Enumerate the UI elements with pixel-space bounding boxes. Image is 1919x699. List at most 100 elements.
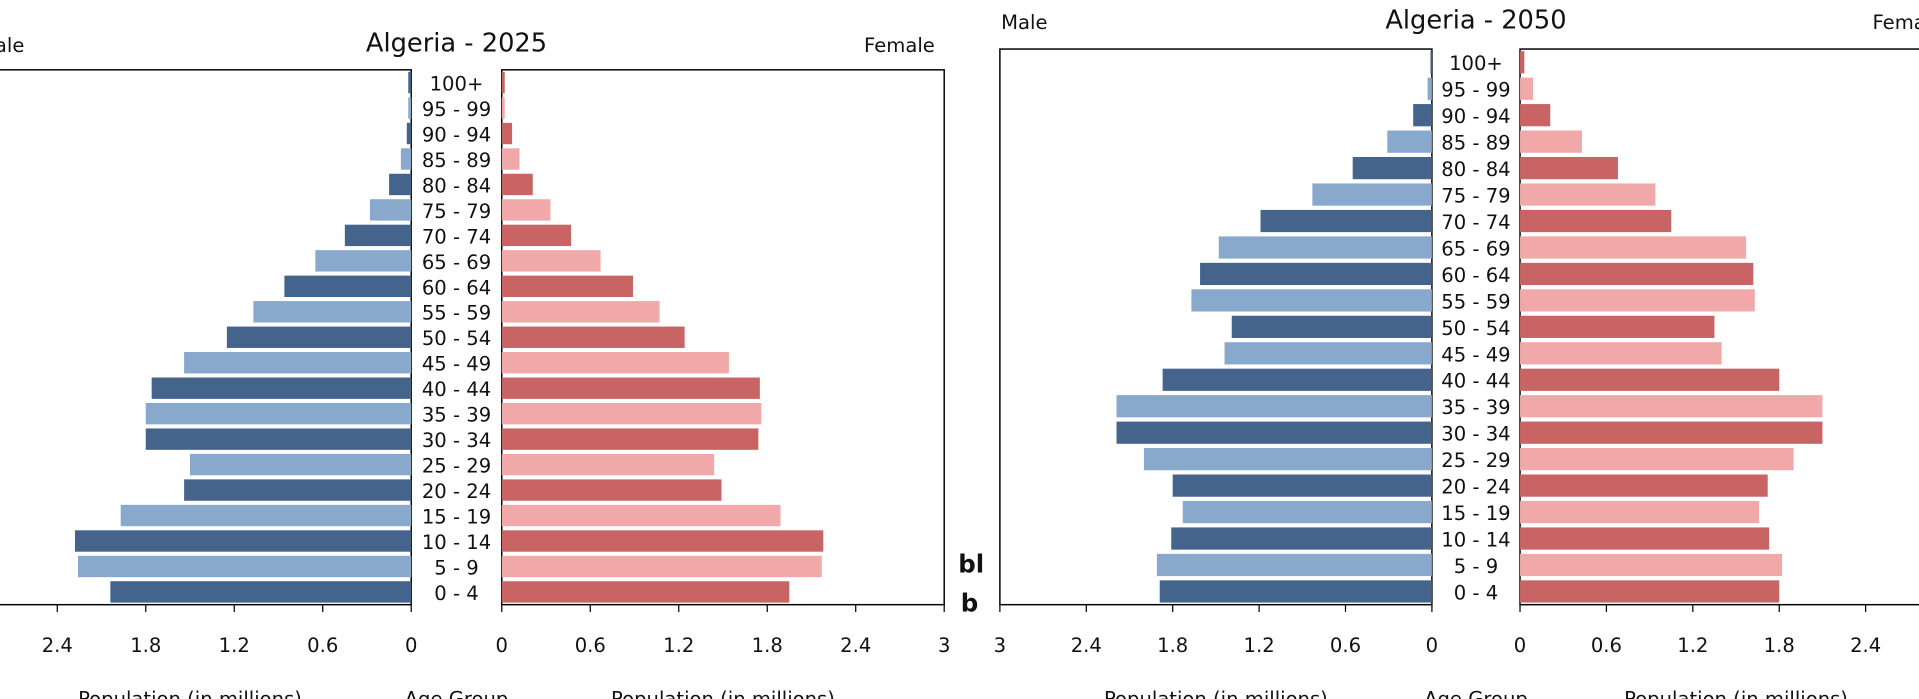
category-label: 55 - 59 (1441, 290, 1510, 313)
category-label: 70 - 74 (1441, 211, 1510, 234)
bar (1172, 474, 1432, 497)
legend-label: Female (1872, 11, 1919, 34)
bar (501, 199, 551, 221)
x-tick-label: 3 (994, 634, 1006, 657)
bar (74, 530, 412, 552)
chart-title: Algeria - 2050 (1385, 5, 1566, 35)
bar (190, 453, 412, 476)
bar (1218, 236, 1432, 259)
bar (184, 352, 412, 374)
bar (344, 224, 412, 247)
bar (120, 504, 412, 527)
category-label: 10 - 14 (1441, 528, 1510, 551)
bar (501, 555, 822, 578)
bar (408, 71, 412, 94)
category-label: 100+ (430, 73, 484, 96)
bar (1520, 527, 1770, 550)
bar (408, 97, 412, 119)
bar (400, 148, 412, 170)
x-tick-label: 2.4 (840, 634, 871, 657)
bar (1520, 580, 1780, 603)
bar (1520, 500, 1760, 524)
bar (501, 504, 781, 527)
text-fragment: b (961, 589, 979, 618)
bar (1312, 183, 1432, 206)
chart-title: Algeria - 2025 (366, 29, 547, 59)
bar (501, 301, 660, 323)
bar (501, 352, 729, 374)
bar (1427, 77, 1432, 100)
category-label: 75 - 79 (422, 200, 491, 223)
bar (1520, 474, 1768, 497)
category-label: 40 - 44 (1441, 370, 1510, 393)
bar (145, 402, 412, 425)
bar (501, 377, 760, 399)
category-label: 10 - 14 (422, 531, 491, 554)
category-label: 100+ (1449, 52, 1503, 75)
category-label: 15 - 19 (1441, 502, 1510, 525)
bar (1171, 527, 1432, 550)
category-label: 5 - 9 (434, 556, 478, 579)
bar (1520, 51, 1525, 74)
bar (1182, 500, 1432, 524)
bar (284, 275, 412, 298)
bar (1200, 262, 1432, 286)
category-label: 20 - 24 (422, 480, 491, 503)
bar (1520, 395, 1823, 418)
bar (1520, 209, 1672, 233)
x-tick-label: 2.4 (1850, 634, 1881, 657)
bar (110, 581, 412, 603)
x-tick-label: 1.8 (1157, 634, 1188, 657)
x-tick-label: 3 (938, 634, 950, 657)
category-label: 60 - 64 (422, 276, 491, 299)
bar (253, 301, 412, 323)
category-label: 20 - 24 (1441, 476, 1510, 499)
x-tick-label: 2.4 (42, 634, 73, 657)
category-label: 45 - 49 (422, 353, 491, 376)
bar (1387, 130, 1432, 153)
category-label: 80 - 84 (1441, 158, 1510, 181)
bar (369, 199, 412, 221)
category-label: 5 - 9 (1454, 555, 1498, 578)
bar (1143, 448, 1432, 471)
bar (1231, 315, 1432, 338)
bar (501, 224, 572, 247)
category-label: 45 - 49 (1441, 343, 1510, 366)
category-label: 0 - 4 (1454, 581, 1498, 604)
bar (1520, 262, 1754, 286)
bar (151, 377, 412, 399)
category-label: 25 - 29 (1441, 449, 1510, 472)
x-tick-label: 1.2 (1677, 634, 1708, 657)
bar (1520, 368, 1780, 391)
category-label: 0 - 4 (434, 582, 478, 605)
bar (1224, 342, 1432, 365)
bar (501, 402, 762, 425)
x-axis-title: Population (in millions) (1624, 688, 1848, 699)
bar (184, 479, 412, 501)
bar (501, 97, 505, 119)
category-label: 85 - 89 (422, 149, 491, 172)
legend-label: Male (0, 34, 24, 57)
bar (1352, 156, 1432, 180)
category-label: 55 - 59 (422, 302, 491, 325)
legend-label: Female (864, 34, 935, 57)
x-tick-label: 0 (1514, 634, 1526, 657)
bar (501, 250, 601, 272)
category-label: 30 - 34 (422, 429, 491, 452)
legend-label: Male (1001, 11, 1047, 34)
bar (501, 428, 759, 450)
category-label: 15 - 19 (422, 505, 491, 528)
bar (1520, 236, 1747, 259)
bar (1520, 448, 1794, 471)
x-axis-title: Age Group (405, 688, 509, 699)
x-tick-label: 0.6 (1330, 634, 1361, 657)
category-label: 95 - 99 (1441, 79, 1510, 102)
bar (501, 71, 505, 94)
x-tick-label: 0 (496, 634, 508, 657)
x-tick-label: 0 (1426, 634, 1438, 657)
category-label: 90 - 94 (1441, 105, 1510, 128)
bar (1520, 421, 1823, 444)
category-label: 25 - 29 (422, 455, 491, 478)
bar (406, 122, 412, 145)
